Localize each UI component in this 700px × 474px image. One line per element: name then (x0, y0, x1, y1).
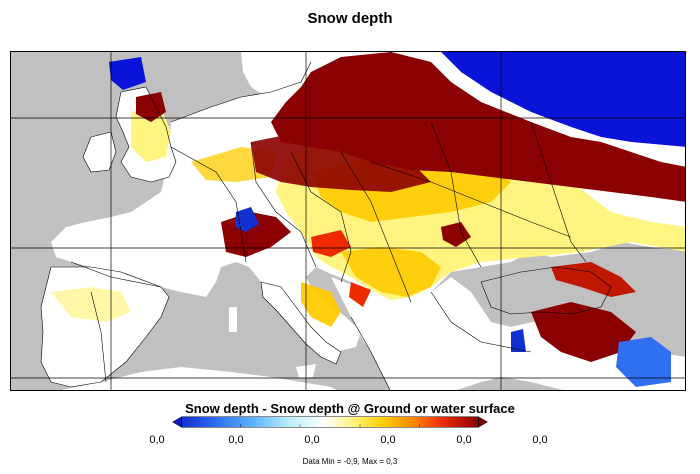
north-africa (61, 367, 337, 390)
snow-negative-patches (109, 57, 671, 387)
graticule (11, 52, 685, 390)
colorbar-tick-label: 0,0 (149, 434, 165, 446)
europe-snow-map (11, 52, 685, 390)
sardinia-corsica (229, 307, 237, 332)
scandinavia (241, 52, 341, 97)
colorbar-max-arrow (478, 416, 488, 428)
ireland (83, 132, 116, 172)
balkans-anatolia (331, 277, 685, 390)
colorbar (172, 416, 488, 428)
map-area (10, 51, 686, 391)
italian-peninsula (261, 282, 341, 364)
snow-deep-zones (136, 52, 685, 362)
map-title: Snow depth (307, 10, 393, 27)
colorbar-tick-label: 0,0 (532, 434, 548, 446)
data-range-footnote: Data Min = -0,9, Max = 0,3 (302, 457, 398, 466)
colorbar-tick-label: 0,0 (456, 434, 472, 446)
colorbar-ticks (181, 416, 479, 428)
colorbar-tick-label: 0,0 (304, 434, 320, 446)
caspian-sea (641, 247, 685, 341)
colorbar-tick-label: 0,0 (228, 434, 244, 446)
colorbar-tick-label: 0,0 (380, 434, 396, 446)
colorbar-min-arrow (172, 416, 182, 428)
northeast-negative-region (441, 52, 685, 147)
colorbar-title: Snow depth - Snow depth @ Ground or wate… (185, 401, 515, 416)
colorbar-gradient (181, 416, 479, 428)
